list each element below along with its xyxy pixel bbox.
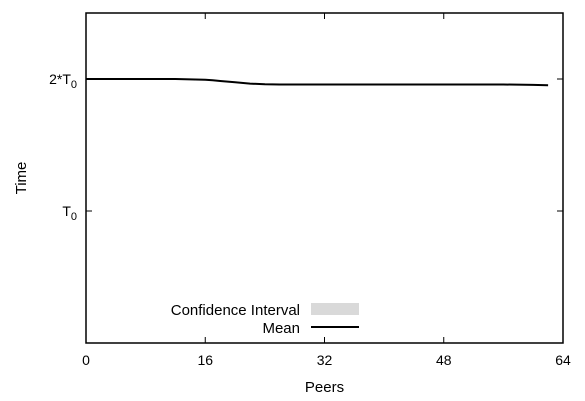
x-tick-label-16: 16 [197,352,213,368]
x-tick-label-32: 32 [317,352,333,368]
series-line-mean [86,78,549,87]
legend: Confidence Interval Mean [171,302,359,337]
y-axis-title: Time [13,162,30,195]
x-axis-title: Peers [305,379,344,396]
legend-swatch-confidence-interval [311,303,359,315]
x-axis-ticks: 0 16 32 48 64 [82,13,571,368]
legend-label-confidence-interval: Confidence Interval [171,302,300,319]
legend-label-mean: Mean [262,320,300,337]
x-tick-label-0: 0 [82,352,90,368]
plot-frame [85,12,564,344]
y-tick-label-2: 2*T0 [49,71,77,91]
y-axis-ticks: T0 2*T0 [49,71,563,223]
x-tick-label-64: 64 [555,352,571,368]
x-tick-label-48: 48 [436,352,452,368]
y-tick-label-1: T0 [62,203,77,223]
